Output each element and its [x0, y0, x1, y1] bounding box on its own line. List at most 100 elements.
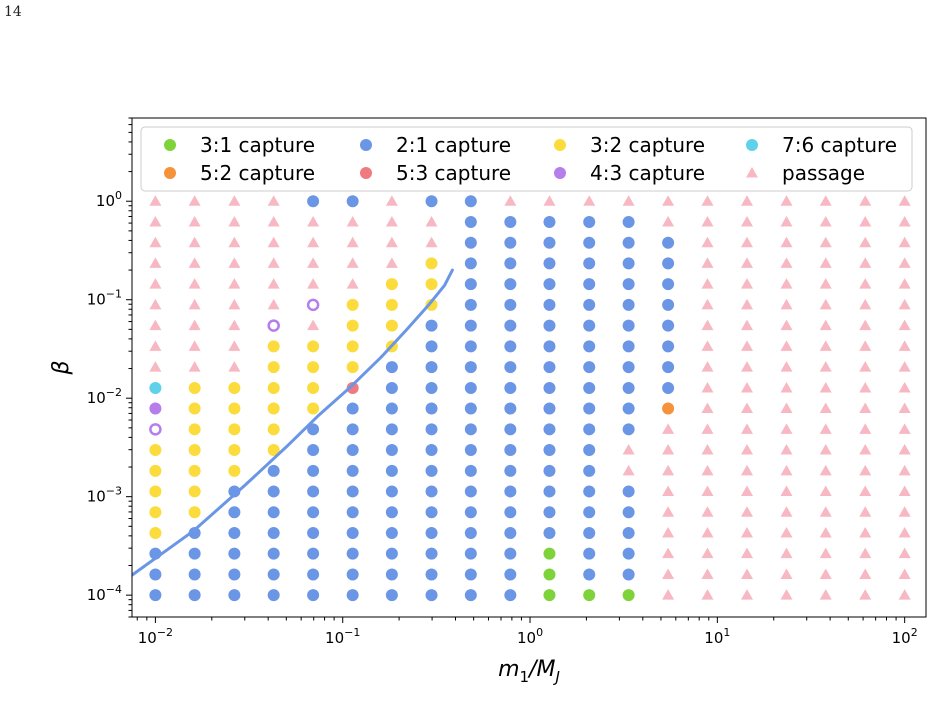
passage-marker	[780, 443, 793, 455]
capture-marker	[583, 236, 596, 249]
capture-marker	[149, 381, 162, 394]
legend-marker	[360, 167, 372, 179]
passage-marker	[228, 215, 241, 227]
capture-marker	[385, 319, 398, 332]
capture-marker	[425, 257, 438, 270]
capture-marker	[583, 298, 596, 311]
y-tick-label: 10−2	[87, 386, 122, 407]
capture-marker	[662, 319, 675, 332]
passage-marker	[267, 215, 280, 227]
passage-marker	[859, 547, 872, 559]
capture-marker	[464, 381, 477, 394]
capture-marker	[346, 485, 359, 498]
capture-marker	[346, 589, 359, 602]
capture-marker	[464, 568, 477, 581]
passage-marker	[188, 215, 201, 227]
passage-marker	[859, 319, 872, 331]
passage-marker	[780, 215, 793, 227]
capture-marker	[228, 547, 241, 560]
capture-marker	[504, 547, 517, 560]
passage-marker	[859, 215, 872, 227]
capture-marker	[504, 506, 517, 519]
passage-marker	[898, 547, 911, 559]
capture-marker	[267, 423, 280, 436]
passage-marker	[701, 319, 714, 331]
capture-marker	[583, 589, 596, 602]
capture-marker	[346, 195, 359, 208]
passage-marker	[741, 340, 754, 351]
passage-marker	[385, 195, 398, 206]
capture-marker	[346, 298, 359, 311]
passage-marker	[741, 547, 754, 559]
passage-marker	[662, 464, 675, 476]
passage-marker	[741, 319, 754, 331]
passage-marker	[701, 402, 714, 414]
capture-marker	[504, 485, 517, 498]
capture-marker	[504, 215, 517, 228]
capture-marker	[149, 526, 162, 539]
capture-marker	[622, 278, 635, 291]
passage-marker	[741, 298, 754, 310]
passage-marker	[188, 257, 201, 268]
passage-marker	[267, 257, 280, 268]
passage-marker	[859, 402, 872, 414]
passage-marker	[622, 195, 635, 206]
passage-marker	[307, 257, 320, 268]
passage-marker	[819, 485, 832, 496]
capture-marker	[622, 257, 635, 270]
capture-marker	[425, 547, 438, 560]
capture-marker	[385, 526, 398, 539]
capture-marker	[188, 443, 201, 456]
passage-marker	[149, 298, 162, 310]
capture-marker	[228, 443, 241, 456]
passage-marker	[859, 568, 872, 580]
passage-marker	[898, 236, 911, 248]
passage-marker	[307, 278, 320, 289]
capture-marker	[662, 402, 675, 415]
passage-marker	[188, 278, 201, 289]
passage-marker	[859, 340, 872, 351]
capture-marker	[464, 298, 477, 311]
capture-marker	[307, 485, 320, 498]
capture-marker	[583, 361, 596, 374]
passage-marker	[819, 381, 832, 393]
capture-marker	[149, 464, 162, 477]
passage-marker	[780, 547, 793, 559]
passage-marker	[149, 278, 162, 289]
passage-marker	[188, 298, 201, 310]
capture-marker	[425, 381, 438, 394]
passage-marker	[898, 568, 911, 580]
passage-marker	[346, 236, 359, 248]
passage-marker	[898, 381, 911, 393]
passage-marker	[385, 257, 398, 268]
capture-marker	[662, 381, 675, 394]
passage-marker	[898, 278, 911, 289]
capture-marker	[543, 402, 556, 415]
capture-marker	[583, 340, 596, 353]
capture-marker	[307, 526, 320, 539]
capture-marker	[464, 215, 477, 228]
capture-marker	[267, 443, 280, 456]
capture-marker	[346, 361, 359, 374]
capture-marker	[346, 464, 359, 477]
legend-marker	[554, 167, 566, 179]
passage-marker	[819, 298, 832, 310]
capture-marker	[662, 361, 675, 374]
capture-marker	[228, 464, 241, 477]
passage-marker	[149, 215, 162, 227]
capture-marker	[385, 423, 398, 436]
capture-marker	[267, 485, 280, 498]
passage-marker	[741, 257, 754, 268]
capture-marker	[425, 340, 438, 353]
passage-marker	[780, 257, 793, 268]
capture-marker	[307, 361, 320, 374]
capture-marker	[543, 568, 556, 581]
capture-marker	[307, 568, 320, 581]
passage-marker	[859, 423, 872, 434]
passage-marker	[701, 589, 714, 600]
capture-marker	[504, 464, 517, 477]
capture-marker	[346, 381, 359, 394]
passage-marker	[228, 257, 241, 268]
capture-marker	[464, 361, 477, 374]
capture-marker	[662, 340, 675, 353]
